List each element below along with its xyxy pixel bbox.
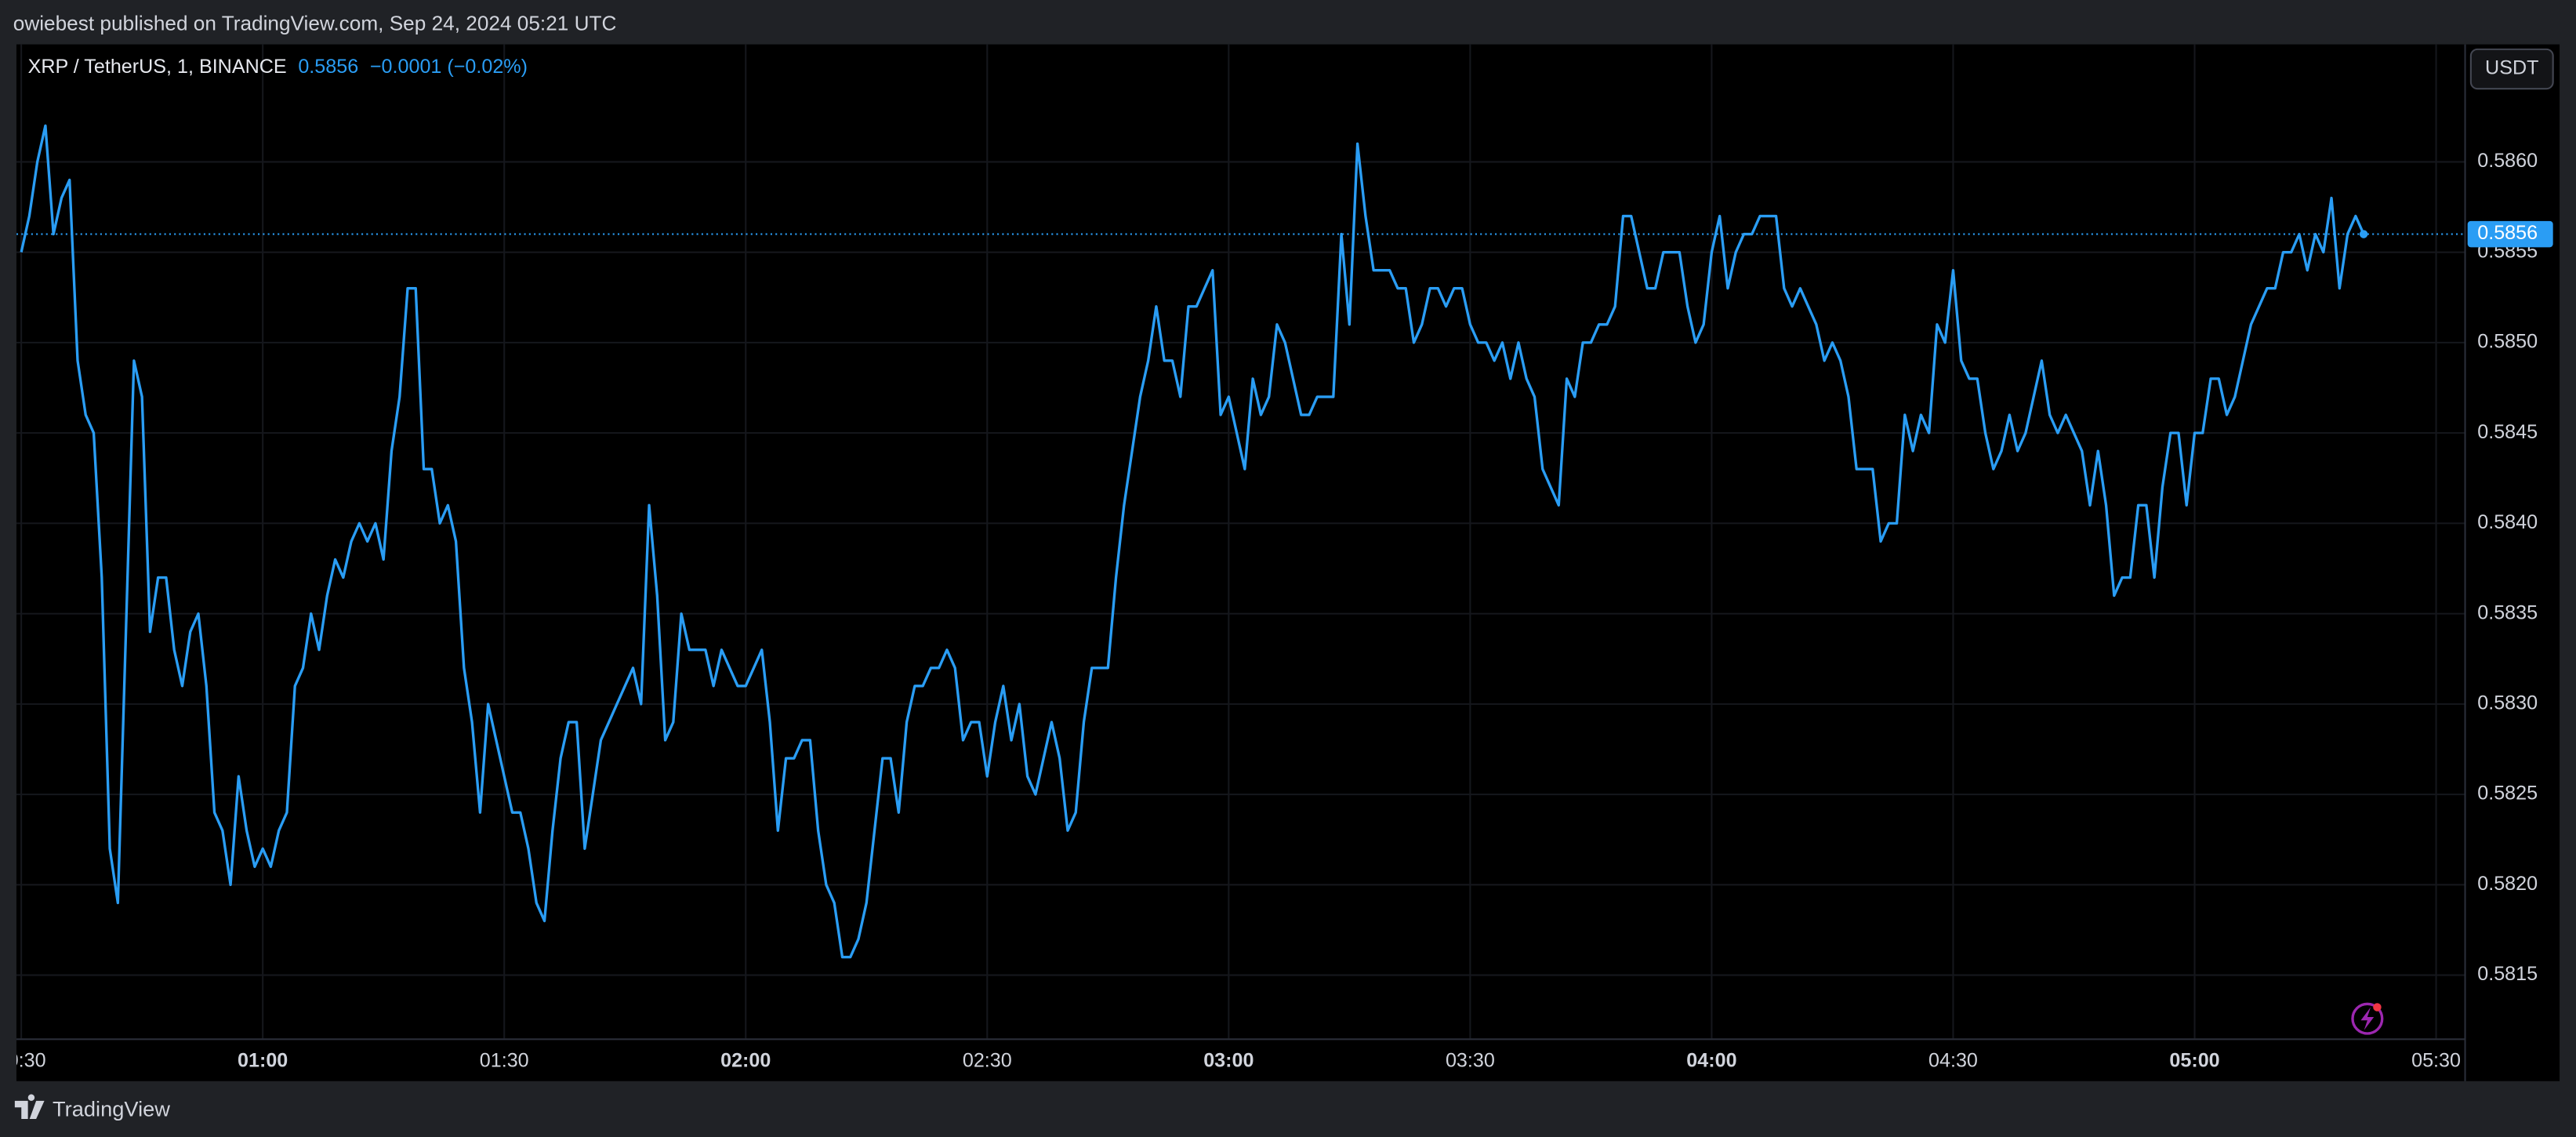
- last-point: [2359, 230, 2368, 238]
- last-price-box: [2467, 220, 2553, 248]
- legend: XRP / TetherUS, 1, BINANCE 0.5856 −0.0001 …: [28, 56, 528, 78]
- x-tick-label: 01:00: [238, 1049, 288, 1071]
- x-tick-label: 01:30: [480, 1049, 529, 1071]
- time-axis: 00:30 01:00 01:30 02:00 02:30 03:00 03:30 04:00…: [0, 1049, 2461, 1071]
- currency-button[interactable]: [2469, 48, 2554, 90]
- x-tick-label: 05:30: [2411, 1049, 2461, 1071]
- grid: [16, 44, 2465, 1039]
- x-tick-label: 03:00: [1203, 1049, 1254, 1071]
- y-tick-label: 0.5820: [2477, 873, 2538, 895]
- x-tick-label: 02:00: [720, 1049, 771, 1071]
- x-tick-label: 00:30: [0, 1049, 46, 1071]
- price-line-series: [20, 124, 2365, 959]
- icon-ring[interactable]: [2351, 1002, 2384, 1035]
- price-axis: 0.5815 0.5820 0.5825 0.5830 0.5835 0.5840 0.58…: [2467, 150, 2553, 985]
- y-tick-label: 0.5860: [2477, 150, 2538, 172]
- chart-pane: [16, 44, 2560, 1081]
- icon-dot[interactable]: [2373, 1003, 2382, 1012]
- brand: TradingView: [14, 1094, 170, 1121]
- currency-label[interactable]: USDT: [2485, 57, 2538, 79]
- last-price: 0.5856: [298, 56, 358, 78]
- icon-bolt[interactable]: [2360, 1007, 2375, 1030]
- x-tick-label: 03:30: [1446, 1049, 1495, 1071]
- x-tick-label: 04:30: [1928, 1049, 1978, 1071]
- y-tick-label: 0.5815: [2477, 963, 2538, 985]
- brand-name: TradingView: [53, 1097, 170, 1121]
- symbol: XRP / TetherUS, 1, BINANCE: [28, 56, 287, 78]
- y-tick-label: 0.5825: [2477, 783, 2538, 805]
- alert-icon[interactable]: [2351, 1002, 2384, 1035]
- y-tick-label: 0.5850: [2477, 331, 2538, 353]
- y-tick-label: 0.5830: [2477, 692, 2538, 714]
- last-price-label: 0.5856: [2477, 222, 2538, 244]
- x-tick-label: 05:00: [2169, 1049, 2219, 1071]
- y-tick-label: 0.5840: [2477, 511, 2538, 533]
- y-tick-label: 0.5845: [2477, 421, 2538, 443]
- x-tick-label: 02:30: [963, 1049, 1012, 1071]
- x-tick-label: 04:00: [1686, 1049, 1736, 1071]
- plot-area: [16, 124, 2465, 959]
- published-note: owiebest published on TradingView.com, S…: [13, 11, 617, 35]
- brand-logo: [14, 1094, 45, 1119]
- price-change: −0.0001 (−0.02%): [370, 56, 528, 78]
- y-tick-label: 0.5835: [2477, 601, 2538, 623]
